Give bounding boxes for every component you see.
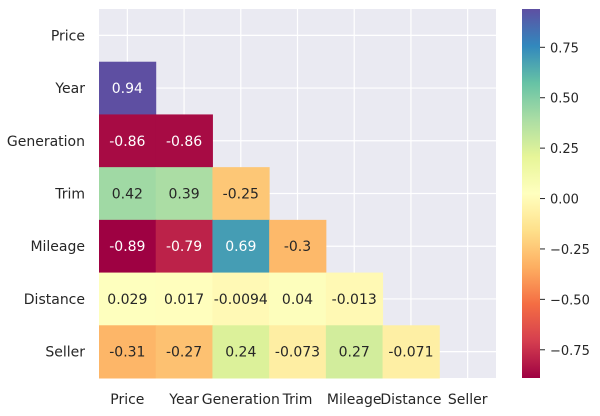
heatmap-cell [99,167,157,221]
heatmap-cell [212,219,270,274]
cell-value-label: 0.24 [225,345,256,361]
row-tick-label: Trim [54,187,85,203]
heatmap-cell [99,325,157,379]
column-tick-label: Price [110,392,144,408]
heatmap-cell [99,272,157,326]
column-tick-label: Mileage [327,392,382,408]
colorbar-tick-label: 0.50 [550,92,579,107]
heatmap-cell [212,167,270,221]
row-tick-labels: Price Year Generation Trim Mileage Distance Se… [7,28,85,360]
row-tick-label: Year [54,81,85,97]
heatmap-cells [99,61,440,379]
colorbar-ticks: 0.75 0.50 0.25 0.00 −0.25 −0.50 −0.75 [540,41,590,359]
row-tick-label: Price [51,28,85,44]
heatmap-cell [99,61,157,115]
heatmap-cell [212,272,270,326]
column-tick-label: Distance [380,392,441,408]
cell-value-label: 0.029 [107,292,147,308]
heatmap-cell [99,219,157,274]
colorbar-tick-label: −0.25 [550,243,590,258]
cell-value-label: 0.017 [164,292,204,308]
cell-value-label: -0.31 [109,345,145,361]
cell-value-label: 0.27 [339,345,370,361]
cell-value-label: -0.3 [284,239,311,255]
cell-value-label: -0.27 [166,345,202,361]
heatmap-cell [269,219,327,274]
cell-value-label: -0.013 [332,292,377,308]
cell-value-label: -0.25 [223,187,259,203]
heatmap-cell [99,114,157,168]
colorbar-tick-label: 0.25 [550,142,579,157]
cell-value-label: 0.39 [168,187,199,203]
cell-value-label: -0.86 [109,134,145,150]
colorbar-tick-label: 0.75 [550,41,579,56]
colorbar [522,9,540,378]
colorbar-tick-label: 0.00 [550,193,579,208]
colorbar-tick-label: −0.75 [550,344,590,359]
column-tick-label: Trim [282,392,313,408]
heatmap-cell [155,219,213,274]
colorbar-tick-label: −0.50 [550,293,590,308]
heatmap-cell [382,325,440,379]
cell-labels: 0.94 -0.86 -0.86 0.42 0.39 -0.25 -0.89 -0.79 0.6… [107,81,433,361]
cell-value-label: 0.42 [112,187,143,203]
cell-value-label: 0.69 [225,239,256,255]
cell-value-label: -0.073 [275,345,320,361]
heatmap-cell [155,167,213,221]
heatmap-cell [325,272,384,326]
column-tick-label: Generation [202,392,280,408]
heatmap-cell [155,272,213,326]
column-tick-label: Year [168,392,199,408]
heatmap-cell [269,325,327,379]
cell-value-label: -0.89 [109,239,145,255]
column-tick-label: Seller [448,392,488,408]
cell-value-label: -0.86 [166,134,202,150]
row-tick-label: Mileage [30,239,85,255]
row-tick-label: Generation [7,134,85,150]
cell-value-label: 0.94 [112,81,143,97]
heatmap-cell [269,272,327,326]
row-tick-label: Distance [24,292,85,308]
cell-value-label: -0.79 [166,239,202,255]
row-tick-label: Seller [45,345,85,361]
cell-value-label: -0.0094 [214,292,268,308]
heatmap-cell [325,325,384,379]
heatmap-cell [155,325,213,379]
heatmap-cell [155,114,213,168]
cell-value-label: 0.04 [282,292,313,308]
heatmap-cell [212,325,270,379]
cell-value-label: -0.071 [388,345,433,361]
